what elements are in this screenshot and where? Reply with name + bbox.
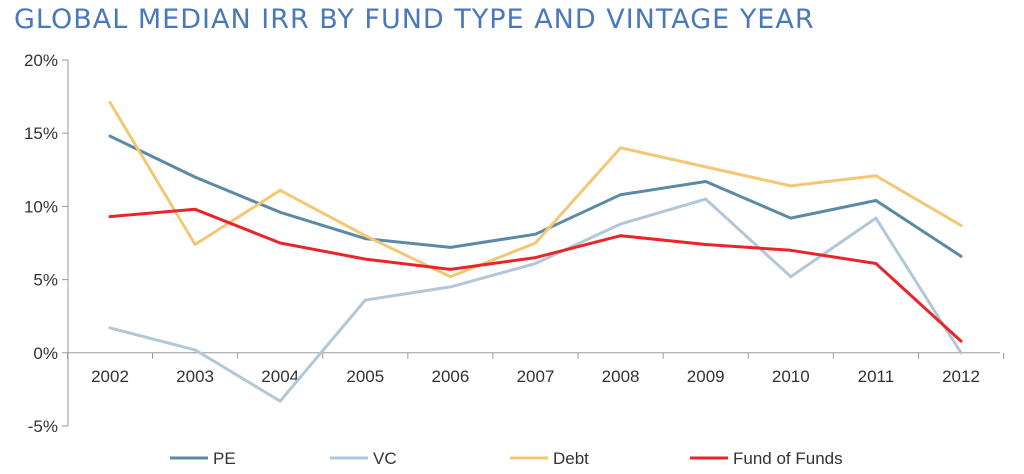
- x-tick-label: 2006: [431, 367, 469, 386]
- data-point: [704, 180, 708, 183]
- data-point: [363, 234, 367, 238]
- chart-axes: [67, 60, 1000, 426]
- data-point: [449, 275, 452, 279]
- data-point: [193, 175, 197, 179]
- data-point: [959, 224, 963, 227]
- data-point: [278, 188, 282, 192]
- data-point: [363, 237, 367, 241]
- legend-label: Debt: [553, 449, 589, 468]
- data-point: [959, 339, 963, 343]
- x-axis-ticks: 2002 2003 2004 2005 2006 2007 2008 2009 2010 2011…: [66, 352, 1005, 386]
- data-point: [449, 268, 452, 271]
- data-point: [704, 243, 708, 246]
- y-axis-ticks: -5% 0% 5% 10% 15% 20%: [24, 51, 68, 436]
- data-point: [619, 193, 622, 197]
- y-tick-label: 10%: [24, 197, 58, 216]
- data-point: [193, 243, 197, 246]
- data-point: [108, 134, 112, 138]
- x-tick-label: 2003: [176, 367, 214, 386]
- legend-label: VC: [373, 449, 397, 468]
- x-tick-label: 2011: [858, 367, 895, 386]
- data-point: [534, 241, 537, 245]
- data-point: [874, 216, 878, 220]
- series-line-fund-of-funds: [108, 207, 963, 343]
- data-point: [789, 184, 793, 188]
- data-point: [704, 165, 708, 169]
- data-point: [278, 399, 282, 403]
- y-tick-label: 5%: [33, 271, 58, 290]
- legend-item: VC: [330, 449, 397, 468]
- series-line-debt: [108, 101, 963, 279]
- x-tick-label: 2002: [91, 367, 129, 386]
- x-tick-label: 2007: [517, 367, 555, 386]
- data-point: [959, 254, 963, 258]
- data-point: [108, 326, 112, 330]
- data-point: [278, 241, 282, 245]
- legend-item: Debt: [510, 449, 589, 468]
- data-point: [108, 215, 112, 219]
- series-lines: [108, 101, 963, 403]
- data-point: [534, 232, 537, 236]
- data-point: [874, 174, 878, 178]
- data-point: [874, 262, 878, 265]
- data-point: [108, 101, 112, 104]
- legend-item: Fund of Funds: [690, 449, 843, 468]
- data-point: [619, 222, 622, 226]
- y-tick-label: 20%: [24, 51, 58, 70]
- data-point: [789, 216, 793, 220]
- data-point: [874, 199, 878, 202]
- data-point: [363, 298, 367, 302]
- data-point: [534, 262, 537, 265]
- y-tick-label: 0%: [33, 344, 58, 363]
- x-tick-label: 2004: [261, 367, 299, 386]
- data-point: [534, 256, 537, 259]
- legend: PE VC Debt Fund of Funds: [170, 449, 843, 468]
- data-point: [789, 275, 793, 279]
- legend-item: PE: [170, 449, 236, 468]
- data-point: [449, 285, 452, 289]
- chart-title: GLOBAL MEDIAN IRR BY FUND TYPE AND VINTA…: [14, 4, 815, 35]
- x-tick-label: 2012: [942, 367, 980, 386]
- series-line-pe: [108, 134, 963, 258]
- y-tick-label: -5%: [28, 417, 58, 436]
- y-tick-label: 15%: [24, 124, 58, 143]
- x-tick-label: 2009: [687, 367, 725, 386]
- data-point: [619, 146, 622, 150]
- data-point: [363, 257, 367, 261]
- data-point: [193, 207, 197, 211]
- data-point: [704, 197, 708, 201]
- legend-label: Fund of Funds: [733, 449, 843, 468]
- data-point: [449, 246, 452, 249]
- x-tick-label: 2008: [602, 367, 640, 386]
- data-point: [278, 210, 282, 214]
- data-point: [619, 234, 622, 238]
- data-point: [789, 248, 793, 252]
- x-tick-label: 2010: [772, 367, 810, 386]
- data-point: [193, 348, 197, 352]
- data-point: [959, 351, 963, 355]
- legend-label: PE: [213, 449, 236, 468]
- x-tick-label: 2005: [346, 367, 384, 386]
